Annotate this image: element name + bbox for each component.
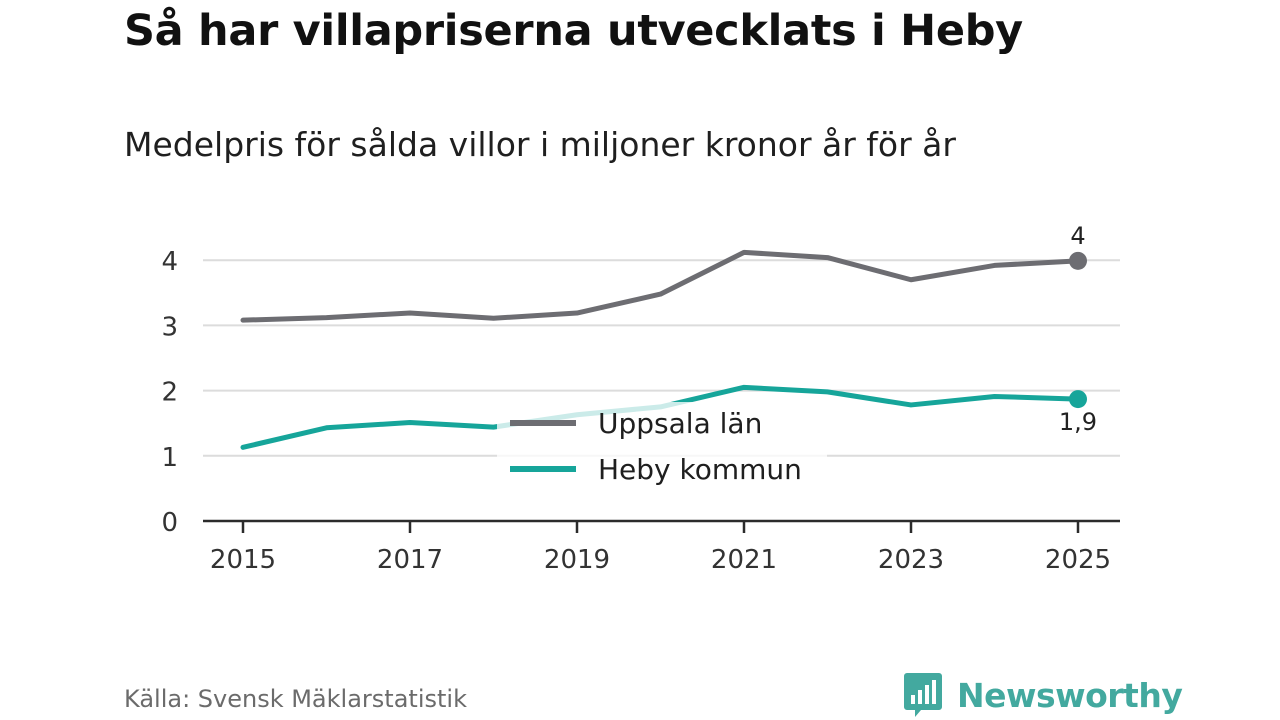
x-tick-label: 2019	[544, 545, 610, 575]
x-tick-label: 2021	[711, 545, 777, 575]
brand-name: Newsworthy	[957, 675, 1183, 715]
series-end-marker	[1069, 251, 1087, 270]
x-tick-label: 2017	[377, 545, 443, 575]
newsworthy-logo-icon	[904, 673, 942, 717]
brand-logo: Newsworthy	[903, 670, 1183, 720]
y-tick-label: 3	[161, 312, 178, 342]
chart-subtitle: Medelpris för sålda villor i miljoner kr…	[124, 125, 956, 164]
x-axis: 2015 2017 2019 2021 2023 2025	[203, 519, 1120, 575]
y-tick-label: 0	[161, 508, 178, 538]
y-axis: 0 1 2 3 4	[161, 247, 178, 538]
legend-label: Uppsala län	[598, 407, 762, 440]
x-tick-label: 2015	[210, 545, 276, 575]
y-tick-label: 4	[161, 247, 178, 277]
legend-label: Heby kommun	[598, 453, 802, 486]
legend: Uppsala län Heby kommun	[497, 402, 827, 494]
series-line-uppsala-lan	[240, 249, 1081, 323]
end-value-label: 4	[1070, 222, 1085, 250]
legend-background	[497, 402, 827, 494]
end-labels: 41,9	[1059, 222, 1097, 436]
x-tick-label: 2023	[878, 545, 944, 575]
source-note: Källa: Svensk Mäklarstatistik	[124, 685, 467, 713]
y-tick-label: 1	[161, 443, 178, 473]
y-tick-label: 2	[161, 378, 178, 408]
end-value-label: 1,9	[1059, 408, 1097, 436]
series-end-marker	[1069, 390, 1087, 409]
chart-title: Så har villapriserna utvecklats i Heby	[124, 6, 1023, 56]
x-tick-label: 2025	[1045, 545, 1111, 575]
